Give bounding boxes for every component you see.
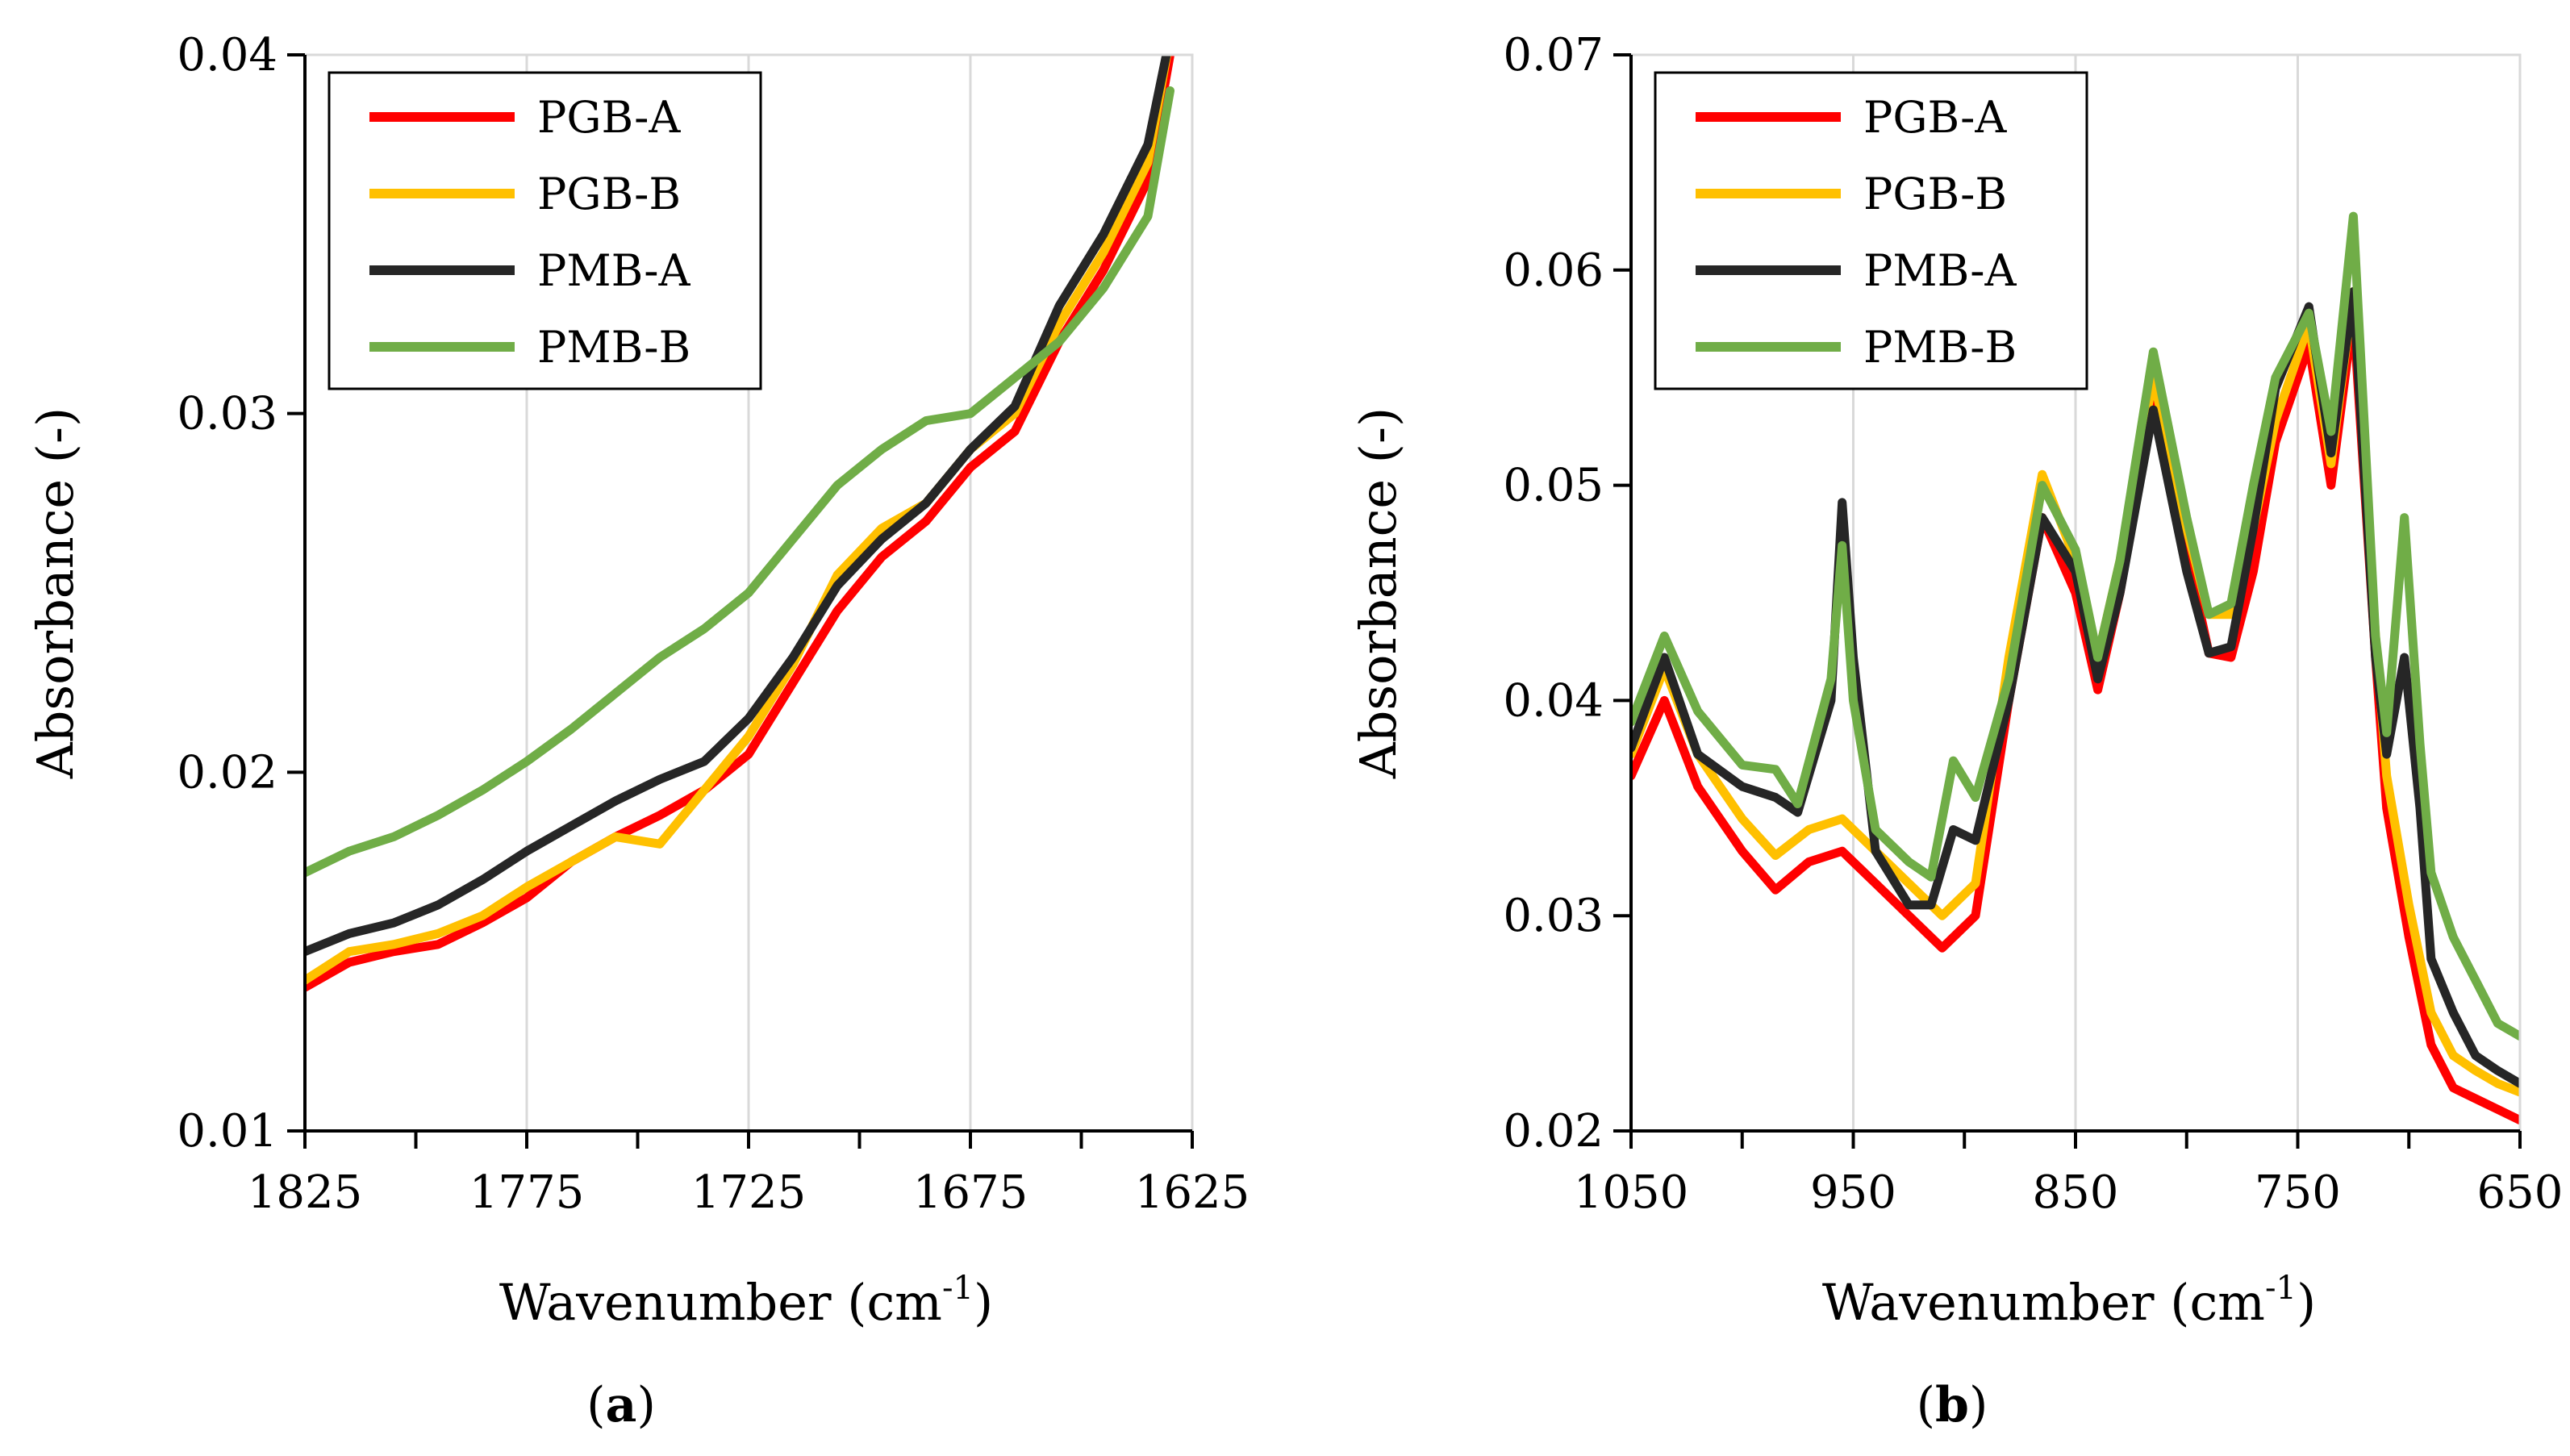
panel-a-legend: PGB-A PGB-B PMB-A PMB-B [328, 71, 762, 390]
a-x-tick-label: 1825 [248, 1166, 363, 1219]
a-y-tick-label: 0.03 [177, 388, 277, 440]
a-legend-label-pmb-a: PMB-A [537, 245, 691, 296]
a-y-tick-label: 0.04 [177, 29, 277, 81]
panel-b-axes [1613, 53, 2522, 1149]
a-y-tick-label: 0.01 [177, 1105, 277, 1158]
panel-b: 0.02 0.03 0.04 0.05 0.06 0.07 1050 950 850 750 650… [1349, 29, 2563, 1433]
b-y-tick-label: 0.04 [1503, 674, 1604, 727]
b-series-pmb-a [1631, 287, 2520, 1088]
b-x-tick-label: 950 [1810, 1166, 1896, 1219]
b-legend-label-pmb-b: PMB-B [1863, 322, 2017, 373]
a-x-tick-label: 1775 [469, 1166, 585, 1219]
b-x-tick-label: 750 [2255, 1166, 2341, 1219]
a-series-pmb-b [305, 86, 1174, 878]
a-series-pmb-a [305, 55, 1171, 957]
b-x-tick-label: 1050 [1574, 1166, 1689, 1219]
panel-a-label: (a) [586, 1377, 656, 1433]
b-y-tick-label: 0.02 [1503, 1105, 1604, 1158]
b-legend-label-pgb-a: PGB-A [1863, 92, 2007, 143]
b-legend-label-pgb-b: PGB-B [1863, 169, 2007, 219]
a-y-tick-label: 0.02 [177, 746, 277, 799]
panel-b-tick-labels: 0.02 0.03 0.04 0.05 0.06 0.07 1050 950 850 750 650 [1503, 29, 2563, 1219]
panel-a-x-axis-title: Wavenumber (cm-1) [499, 1270, 993, 1332]
a-legend-label-pgb-a: PGB-A [537, 92, 681, 143]
panel-a-y-axis-title: Absorbance (-) [26, 407, 85, 779]
a-legend-box [328, 71, 762, 390]
panel-b-label: (b) [1917, 1377, 1988, 1433]
a-x-tick-label: 1675 [913, 1166, 1028, 1219]
b-y-tick-label: 0.05 [1503, 460, 1604, 512]
panel-b-series [1631, 211, 2520, 1125]
a-legend-label-pgb-b: PGB-B [537, 169, 681, 219]
b-x-tick-label: 650 [2477, 1166, 2564, 1219]
b-y-tick-label: 0.06 [1503, 244, 1604, 297]
a-x-tick-label: 1625 [1135, 1166, 1250, 1219]
panel-a-series [305, 55, 1174, 992]
a-x-tick-label: 1725 [691, 1166, 807, 1219]
b-y-tick-label: 0.03 [1503, 890, 1604, 942]
b-y-tick-label: 0.07 [1503, 29, 1604, 81]
panel-a-axes [287, 53, 1194, 1149]
a-series-pgb-a [305, 55, 1174, 992]
panel-b-x-axis-title: Wavenumber (cm-1) [1822, 1270, 2316, 1332]
panel-a: 0.01 0.02 0.03 0.04 1825 1775 1725 1675 1625 Abs… [26, 29, 1250, 1433]
a-legend-label-pmb-b: PMB-B [537, 322, 690, 373]
panel-a-tick-labels: 0.01 0.02 0.03 0.04 1825 1775 1725 1675 1625 [177, 29, 1250, 1219]
b-legend-box [1654, 71, 2088, 390]
panel-b-y-axis-title: Absorbance (-) [1349, 407, 1408, 779]
b-x-tick-label: 850 [2033, 1166, 2119, 1219]
panel-b-legend: PGB-A PGB-B PMB-A PMB-B [1654, 71, 2088, 390]
b-series-pmb-b [1631, 211, 2520, 1041]
b-legend-label-pmb-a: PMB-A [1863, 245, 2017, 296]
